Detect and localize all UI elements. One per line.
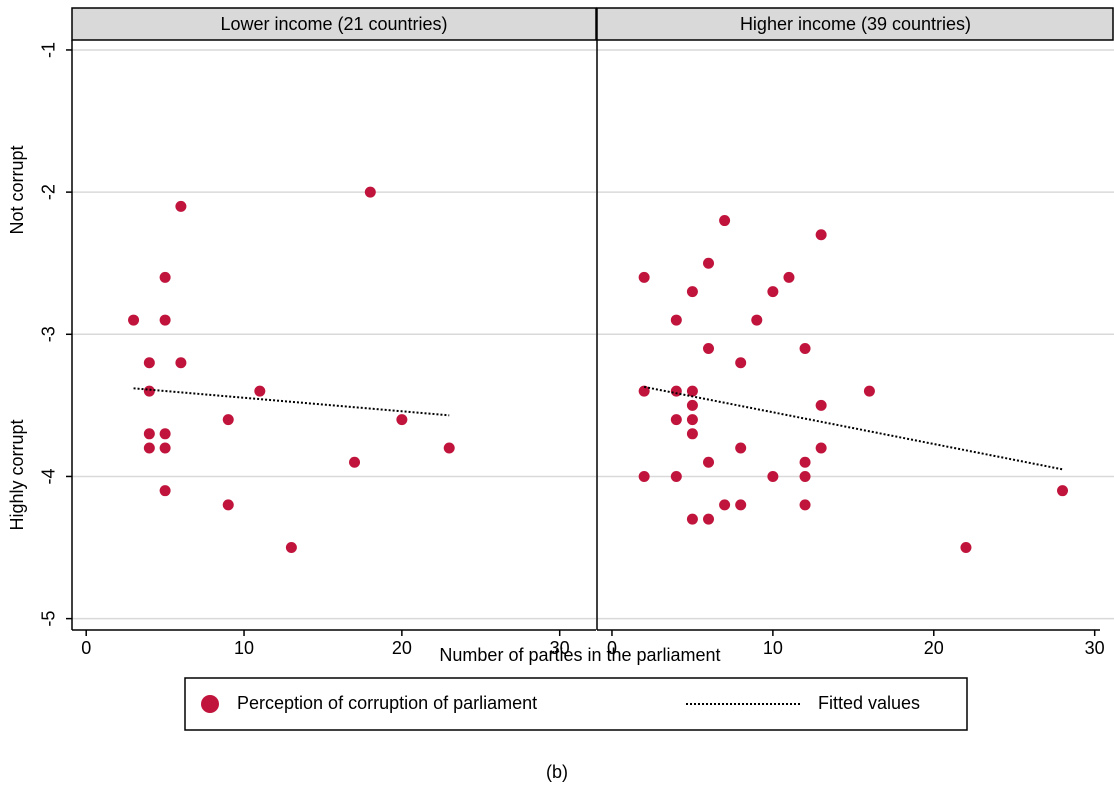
point: [159, 271, 171, 283]
point: [670, 414, 682, 426]
point: [638, 271, 650, 283]
point: [783, 271, 795, 283]
point: [143, 357, 155, 369]
x-tick-label: 20: [392, 638, 412, 658]
point: [396, 414, 408, 426]
fitted-line: [133, 387, 450, 417]
point: [751, 314, 763, 326]
point: [443, 442, 455, 454]
point: [799, 343, 811, 355]
point: [799, 499, 811, 511]
point: [703, 257, 715, 269]
point: [863, 385, 875, 397]
y-tick-label: -3: [39, 326, 59, 342]
panel-strip: [71, 7, 597, 41]
point: [670, 385, 682, 397]
point: [767, 470, 779, 482]
point: [815, 442, 827, 454]
point: [364, 186, 376, 198]
point: [159, 428, 171, 440]
point: [143, 385, 155, 397]
point: [735, 357, 747, 369]
point: [686, 286, 698, 298]
panel-strip: [596, 7, 1114, 41]
x-tick-label: 30: [1085, 638, 1105, 658]
y-tick-label: -2: [39, 184, 59, 200]
y-tick-label: -5: [39, 611, 59, 627]
x-tick-label: 10: [763, 638, 783, 658]
x-tick-label: 0: [607, 638, 617, 658]
x-tick-label: 0: [81, 638, 91, 658]
point: [799, 470, 811, 482]
point: [686, 513, 698, 525]
point: [686, 414, 698, 426]
point: [960, 542, 972, 554]
y-annotation: Not corrupt: [7, 145, 27, 234]
x-tick-label: 30: [550, 638, 570, 658]
point: [703, 343, 715, 355]
panel-title: Higher income (39 countries): [740, 14, 971, 34]
point: [143, 442, 155, 454]
point: [703, 513, 715, 525]
point: [735, 442, 747, 454]
x-tick-label: 20: [924, 638, 944, 658]
fitted-line: [643, 385, 1063, 471]
point: [686, 399, 698, 411]
panel-title: Lower income (21 countries): [220, 14, 447, 34]
point: [799, 456, 811, 468]
point: [638, 470, 650, 482]
point: [254, 385, 266, 397]
legend-label: Fitted values: [818, 693, 920, 713]
point: [815, 399, 827, 411]
point: [670, 470, 682, 482]
point: [143, 428, 155, 440]
point: [175, 200, 187, 212]
caption: (b): [546, 762, 568, 782]
point: [1057, 485, 1069, 497]
point: [638, 385, 650, 397]
point: [159, 442, 171, 454]
point: [285, 542, 297, 554]
point: [767, 286, 779, 298]
point: [719, 215, 731, 227]
point: [686, 385, 698, 397]
y-tick-label: -4: [39, 468, 59, 484]
point: [128, 314, 140, 326]
point: [159, 314, 171, 326]
x-axis-label: Number of parties in the parliament: [439, 645, 720, 665]
point: [735, 499, 747, 511]
point: [175, 357, 187, 369]
point: [670, 314, 682, 326]
point: [159, 485, 171, 497]
point: [719, 499, 731, 511]
y-annotation: Highly corrupt: [7, 419, 27, 530]
point: [686, 428, 698, 440]
point: [222, 499, 234, 511]
x-tick-label: 10: [234, 638, 254, 658]
legend: [184, 677, 968, 731]
point: [815, 229, 827, 241]
point: [222, 414, 234, 426]
legend-label: Perception of corruption of parliament: [237, 693, 537, 713]
y-tick-label: -1: [39, 42, 59, 58]
point: [349, 456, 361, 468]
legend-marker: [201, 695, 219, 713]
point: [703, 456, 715, 468]
